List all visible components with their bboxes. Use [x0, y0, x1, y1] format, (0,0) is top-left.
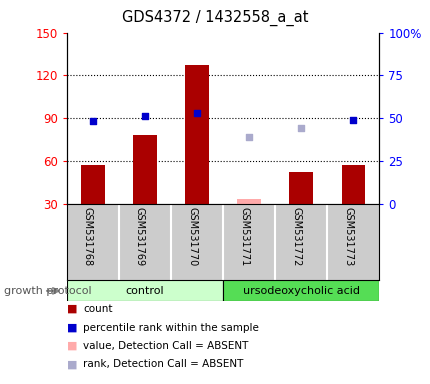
Bar [67, 280, 223, 301]
Text: ■: ■ [67, 304, 77, 314]
Bar [223, 280, 378, 301]
Text: ■: ■ [67, 323, 77, 333]
Text: rank, Detection Call = ABSENT: rank, Detection Call = ABSENT [83, 359, 243, 369]
Text: GSM531771: GSM531771 [239, 207, 249, 266]
Text: GSM531773: GSM531773 [342, 207, 353, 266]
Text: percentile rank within the sample: percentile rank within the sample [83, 323, 258, 333]
Point [349, 117, 356, 123]
Point [141, 113, 148, 119]
Text: ursodeoxycholic acid: ursodeoxycholic acid [242, 286, 359, 296]
Text: count: count [83, 304, 112, 314]
Text: GSM531769: GSM531769 [135, 207, 144, 266]
Text: GSM531768: GSM531768 [83, 207, 92, 266]
Bar [133, 135, 156, 204]
Text: GSM531772: GSM531772 [291, 207, 301, 267]
Point [297, 125, 304, 131]
Text: GDS4372 / 1432558_a_at: GDS4372 / 1432558_a_at [122, 10, 308, 26]
Bar [289, 172, 312, 204]
Point [193, 110, 200, 116]
Text: value, Detection Call = ABSENT: value, Detection Call = ABSENT [83, 341, 248, 351]
Text: GSM531770: GSM531770 [187, 207, 197, 266]
Bar [185, 65, 208, 204]
Bar [81, 165, 104, 204]
Bar [237, 199, 260, 204]
Bar [341, 165, 364, 204]
Point [89, 118, 96, 124]
Text: growth protocol: growth protocol [4, 286, 92, 296]
Text: ■: ■ [67, 341, 77, 351]
Text: ■: ■ [67, 359, 77, 369]
Text: control: control [125, 286, 164, 296]
Point [245, 134, 252, 140]
